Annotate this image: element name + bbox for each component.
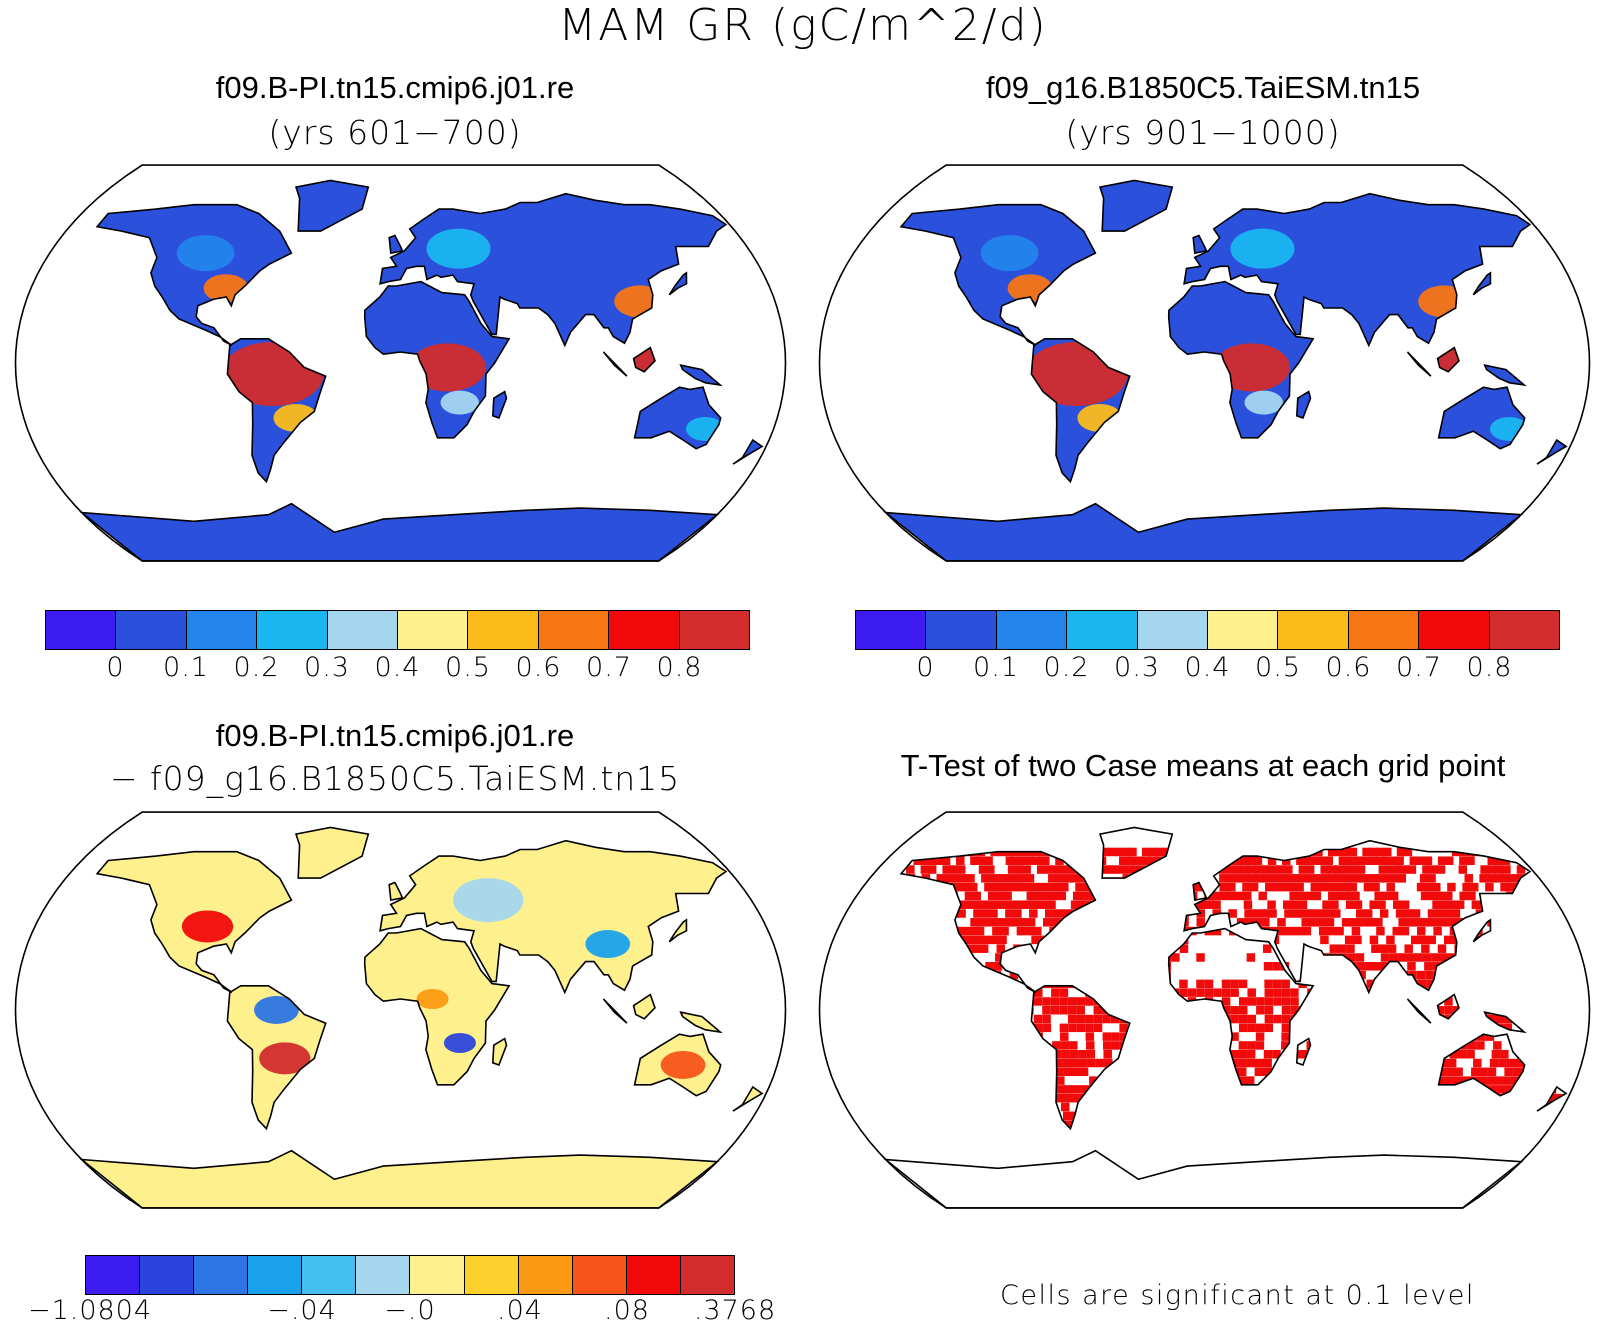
colorbar-swatch: [1067, 611, 1138, 649]
colorbar-swatch: [609, 611, 680, 649]
panel-subtitle-case2: (yrs 901−1000): [1065, 113, 1341, 152]
colorbar-swatch: [248, 1256, 303, 1294]
colorbar-difference: [85, 1255, 735, 1295]
colorbar-tick-label: 0: [916, 652, 935, 683]
colorbar-swatch: [398, 611, 469, 649]
significance-note: Cells are significant at 0.1 level: [1000, 1280, 1475, 1311]
colorbar-tick-label: 0.5: [1255, 652, 1301, 683]
colorbar-swatch: [926, 611, 997, 649]
diff-tick-neg: −.04: [267, 1295, 337, 1326]
map-case1: [14, 164, 787, 562]
colorbar-tick-label: 0.7: [1396, 652, 1442, 683]
colorbar-swatch: [1419, 611, 1490, 649]
colorbar-tick-label: 0.2: [233, 652, 280, 683]
colorbar-tick-label: 0.2: [1043, 652, 1090, 683]
colorbar-swatch: [679, 611, 750, 649]
colorbar-tick-label: 0.4: [374, 652, 421, 683]
colorbar-swatch: [626, 1256, 681, 1294]
map-difference: [14, 811, 787, 1209]
panel-subtitle-difference: − f09_g16.B1850C5.TaiESM.tn15: [109, 759, 681, 798]
panel-title-difference: f09.B-PI.tn15.cmip6.j01.re: [215, 718, 575, 753]
colorbar-swatch: [356, 1256, 411, 1294]
colorbar-swatch: [410, 1256, 465, 1294]
colorbar-swatch: [468, 611, 539, 649]
colorbar-swatch: [464, 1256, 519, 1294]
panel-subtitle-case1: (yrs 601−700): [268, 113, 522, 152]
colorbar-swatch: [680, 1256, 734, 1294]
diff-tick-min: −1.0804: [27, 1295, 153, 1326]
diff-tick-zero: −.0: [384, 1295, 436, 1326]
colorbar-swatch: [257, 611, 328, 649]
diff-tick-pos2: .08: [604, 1295, 650, 1326]
colorbar-swatch: [538, 611, 610, 649]
colorbar-tick-label: 0.7: [586, 652, 632, 683]
colorbar-tick-label: 0.8: [1466, 652, 1513, 683]
colorbar-swatch: [996, 611, 1068, 649]
colorbar-swatch: [1278, 611, 1349, 649]
colorbar-swatch: [572, 1256, 627, 1294]
colorbar-tick-label: 0.1: [163, 652, 209, 683]
panel-title-case2: f09_g16.B1850C5.TaiESM.tn15: [985, 70, 1421, 105]
colorbar-tick-label: 0: [106, 652, 125, 683]
diff-tick-max: .3768: [693, 1295, 777, 1326]
colorbar-case1: [45, 610, 750, 650]
colorbar-tick-label: 0.6: [515, 652, 562, 683]
colorbar-swatch: [302, 1256, 357, 1294]
colorbar-tick-label: 0.5: [445, 652, 491, 683]
colorbar-tick-label: 0.4: [1184, 652, 1231, 683]
figure-title: MAM GR (gC/m^2/d): [558, 0, 1048, 51]
colorbar-swatch: [46, 611, 117, 649]
colorbar-swatch: [1348, 611, 1420, 649]
colorbar-tick-label: 0.3: [304, 652, 350, 683]
colorbar-swatch: [1137, 611, 1209, 649]
colorbar-swatch: [327, 611, 399, 649]
panel-title-ttest: T-Test of two Case means at each grid po…: [900, 748, 1506, 783]
colorbar-tick-label: 0.1: [973, 652, 1019, 683]
colorbar-swatch: [518, 1256, 573, 1294]
map-case2: [818, 164, 1591, 562]
colorbar-tick-label: 0.8: [656, 652, 703, 683]
colorbar-case2: [855, 610, 1560, 650]
colorbar-swatch: [186, 611, 258, 649]
panel-title-case1: f09.B-PI.tn15.cmip6.j01.re: [215, 70, 575, 105]
colorbar-swatch: [140, 1256, 195, 1294]
colorbar-swatch: [194, 1256, 249, 1294]
map-ttest: [818, 811, 1591, 1209]
colorbar-swatch: [116, 611, 187, 649]
colorbar-tick-label: 0.3: [1114, 652, 1160, 683]
colorbar-swatch: [86, 1256, 141, 1294]
colorbar-swatch: [1208, 611, 1279, 649]
colorbar-swatch: [856, 611, 927, 649]
colorbar-tick-label: 0.6: [1325, 652, 1372, 683]
diff-tick-pos1: .04: [497, 1295, 543, 1326]
colorbar-swatch: [1489, 611, 1560, 649]
